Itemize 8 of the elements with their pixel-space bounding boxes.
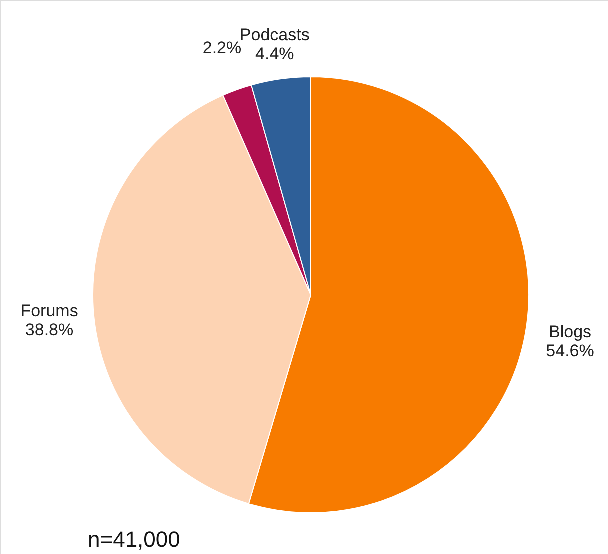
data-label: 2.2% — [202, 38, 242, 58]
slice-label: Forums — [20, 301, 78, 320]
data-label: 38.8% — [25, 320, 74, 340]
slice-label: Podcasts — [240, 26, 310, 44]
text: n=41,000 — [88, 527, 180, 552]
data-label: 4.4% — [256, 44, 294, 64]
data-label: 54.6% — [546, 342, 594, 361]
slice-label: Blogs — [549, 322, 592, 342]
